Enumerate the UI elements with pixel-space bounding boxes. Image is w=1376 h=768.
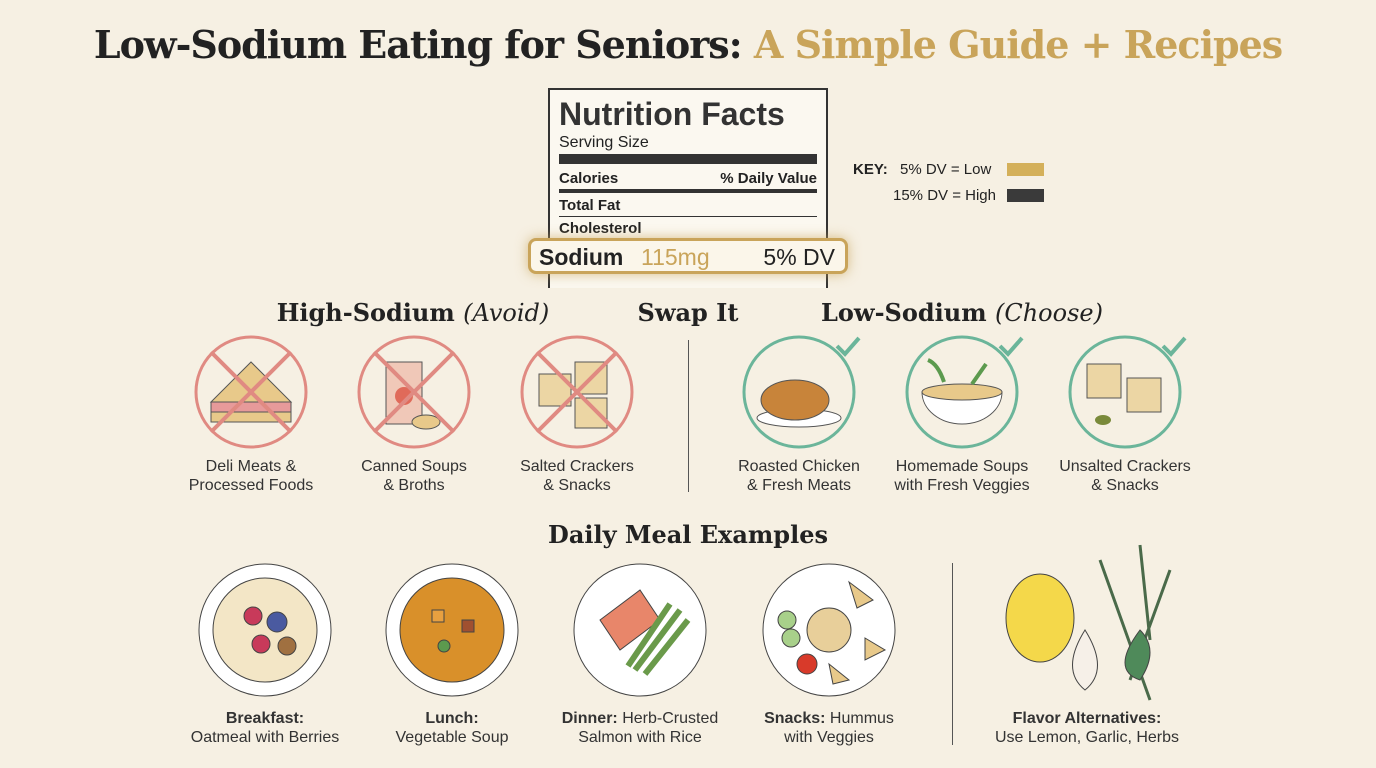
meal-line: Vegetable Soup: [395, 729, 509, 746]
nf-row: Cholesterol: [559, 220, 642, 237]
nf-rule: [559, 189, 817, 193]
divider: [952, 563, 953, 745]
meal-item: Breakfast: Oatmeal with Berries: [165, 709, 365, 747]
meal-line: Hummus: [829, 710, 894, 727]
meal-line: Salmon with Rice: [578, 729, 702, 746]
item-line: Roasted Chicken: [738, 458, 860, 475]
meal-line: Herb-Crusted: [622, 710, 719, 727]
flavor-item: Flavor Alternatives: Use Lemon, Garlic, H…: [977, 709, 1197, 747]
meal-item: Lunch: Vegetable Soup: [352, 709, 552, 747]
flavor-label: Flavor Alternatives:: [1012, 710, 1162, 727]
soup-plate: [385, 563, 519, 697]
meal-line: Oatmeal with Berries: [190, 729, 340, 746]
hummus-plate: [762, 563, 896, 697]
nf-row: Total Fat: [559, 197, 621, 214]
meal-label: Lunch:: [425, 710, 479, 727]
meal-item: Snacks: Hummus with Veggies: [729, 709, 929, 747]
crackers-icon: [520, 335, 634, 449]
flavor-text: Use Lemon, Garlic, Herbs: [994, 729, 1180, 746]
nf-bar: [559, 154, 817, 164]
divider: [688, 340, 689, 492]
key-swatch: [1007, 189, 1044, 202]
choose-item: Unsalted Crackers & Snacks: [1025, 457, 1225, 495]
nf-calories-row: Calories % Daily Value: [559, 170, 817, 187]
nf-dv-header: % Daily Value: [720, 170, 817, 187]
key-item: 5% DV = Low: [900, 161, 992, 178]
chicken-icon: [742, 335, 861, 449]
item-line: Deli Meats &: [205, 458, 297, 475]
title: Low-Sodium Eating for Seniors: A Simple …: [0, 22, 1376, 67]
meal-label: Snacks:: [764, 710, 826, 727]
item-line: & Snacks: [543, 477, 611, 494]
nf-title: Nutrition Facts: [559, 96, 785, 132]
soup-bowl-icon: [905, 335, 1024, 449]
unsalted-crackers-icon: [1068, 335, 1187, 449]
deli-icon: [194, 335, 308, 449]
swap-label: Swap It: [637, 298, 739, 327]
avoid-icons: [194, 335, 634, 449]
avoid-heading: High-Sodium (Avoid): [263, 298, 563, 327]
heading-text: High-Sodium: [276, 298, 455, 327]
meal-plates: [198, 544, 1172, 701]
item-line: & Broths: [383, 477, 445, 494]
key-label: KEY:: [853, 161, 888, 178]
choose-item: Roasted Chicken & Fresh Meats: [699, 457, 899, 495]
meal-label: Dinner:: [561, 710, 618, 727]
meal-item: Dinner: Herb-Crusted Salmon with Rice: [540, 709, 740, 747]
key-swatch: [1007, 163, 1044, 176]
item-line: Homemade Soups: [895, 458, 1029, 475]
sodium-dv: 5% DV: [763, 244, 835, 270]
avoid-item: Salted Crackers & Snacks: [477, 457, 677, 495]
item-line: & Fresh Meats: [746, 477, 852, 494]
choose-item: Homemade Soups with Fresh Veggies: [862, 457, 1062, 495]
sodium-highlight: Sodium 115mg 5% DV: [528, 238, 848, 274]
item-line: & Snacks: [1091, 477, 1159, 494]
title-accent: A Simple Guide + Recipes: [753, 22, 1283, 67]
item-line: Unsalted Crackers: [1059, 458, 1191, 475]
meal-line: with Veggies: [784, 729, 874, 746]
item-line: with Fresh Veggies: [894, 477, 1030, 494]
choose-heading: Low-Sodium (Choose): [812, 298, 1112, 327]
flavor-illustration: [1005, 544, 1172, 701]
key-item: 15% DV = High: [893, 187, 996, 204]
sodium-amount: 115mg: [641, 244, 710, 270]
item-line: Salted Crackers: [520, 458, 634, 475]
meals-heading: Daily Meal Examples: [548, 520, 828, 549]
nf-calories: Calories: [559, 170, 619, 187]
heading-note: (Choose): [994, 299, 1103, 327]
soup-can-icon: [357, 335, 471, 449]
sodium-label: Sodium: [539, 244, 624, 270]
heading-note: (Avoid): [463, 299, 550, 327]
avoid-item: Canned Soups & Broths: [314, 457, 514, 495]
avoid-item: Deli Meats & Processed Foods: [151, 457, 351, 495]
nf-serving: Serving Size: [559, 134, 649, 151]
oatmeal-plate: [198, 563, 332, 697]
heading-text: Low-Sodium: [821, 298, 987, 327]
nf-rule: [559, 216, 817, 217]
meal-label: Breakfast:: [225, 710, 305, 727]
title-main: Low-Sodium Eating for Seniors:: [93, 22, 743, 67]
item-line: Canned Soups: [361, 458, 467, 475]
item-line: Processed Foods: [188, 477, 314, 494]
choose-icons: [742, 335, 1187, 449]
salmon-plate: [573, 563, 707, 697]
